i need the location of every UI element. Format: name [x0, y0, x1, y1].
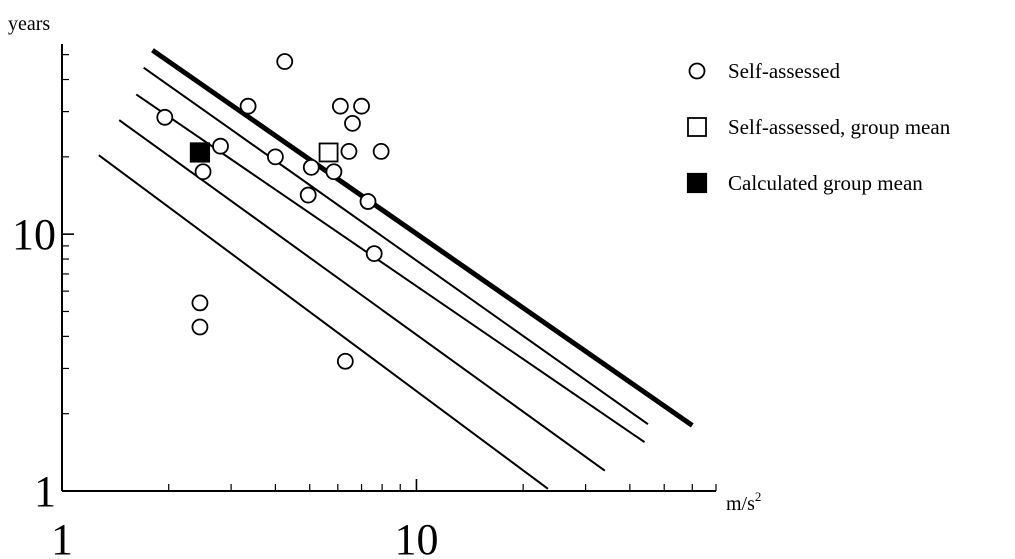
- self-assessed-point: [325, 163, 343, 181]
- axis-tick-labels: 1 10 1 10: [12, 210, 438, 559]
- y-tick-label: 1: [34, 467, 56, 516]
- reference-line: [143, 66, 649, 426]
- legend-marker: [688, 62, 706, 80]
- reference-line: [118, 119, 606, 472]
- self-assessed-point: [156, 108, 174, 126]
- reference-line-bold: [151, 48, 694, 428]
- legend-item: Self-assessed, group mean: [687, 115, 951, 139]
- legend-marker: [687, 117, 707, 137]
- self-assessed-point: [191, 294, 209, 312]
- x-tick-label: 10: [394, 515, 438, 559]
- self-assessed-point: [299, 186, 317, 204]
- self-assessed-point: [191, 318, 209, 336]
- self-assessed-point: [267, 148, 284, 166]
- axis-ticks: [61, 54, 717, 492]
- legend-label: Calculated group mean: [728, 171, 923, 195]
- self-assessed-point: [340, 142, 358, 160]
- self-assessed-point: [302, 158, 320, 176]
- reference-lines: [98, 48, 694, 490]
- reference-line: [98, 154, 549, 490]
- self-assessed-point: [365, 245, 383, 263]
- legend: Self-assessed Self-assessed, group mean Ca…: [686, 59, 951, 195]
- self-assessed-point: [276, 53, 294, 70]
- self-assessed-point: [359, 193, 377, 210]
- x-axis-label-superscript: 2: [755, 489, 762, 504]
- self-assessed-point: [353, 97, 370, 115]
- self-assessed-point: [372, 142, 390, 160]
- x-axis-label-base: m/s: [726, 493, 755, 515]
- x-axis-label: m/s2: [726, 489, 761, 515]
- self-assessed-point: [239, 97, 257, 115]
- self-assessed-point: [336, 352, 354, 370]
- self-assessed-point: [344, 114, 361, 132]
- calculated-group-mean-point: [189, 142, 211, 163]
- legend-label: Self-assessed: [728, 59, 840, 83]
- legend-marker: [686, 172, 708, 194]
- self-assessed-point: [331, 97, 349, 115]
- x-tick-label: 1: [51, 515, 73, 559]
- legend-label: Self-assessed, group mean: [728, 115, 951, 139]
- legend-item: Calculated group mean: [686, 171, 923, 195]
- axes: [61, 44, 716, 492]
- legend-item: Self-assessed: [688, 59, 840, 83]
- y-tick-label: 10: [12, 210, 56, 259]
- self-assessed-group-mean-point: [318, 142, 339, 163]
- y-axis-label: years: [8, 13, 50, 35]
- data-points: [156, 53, 390, 370]
- self-assessed-point: [212, 137, 229, 155]
- self-assessed-point: [194, 163, 212, 181]
